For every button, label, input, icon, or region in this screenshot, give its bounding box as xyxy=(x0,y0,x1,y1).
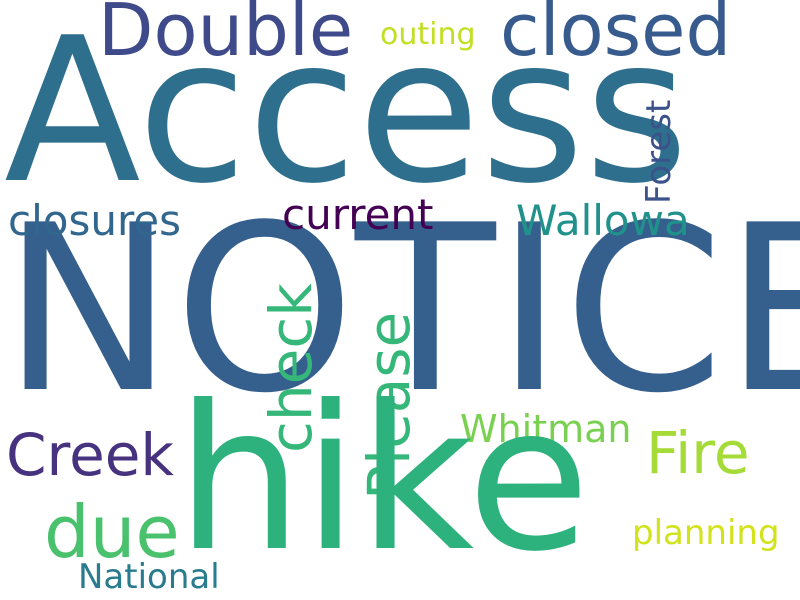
word-planning: planning xyxy=(632,513,780,553)
word-access: Access xyxy=(4,0,689,228)
word-hike: hike xyxy=(176,363,591,596)
word-outing: outing xyxy=(380,17,476,52)
word-national: National xyxy=(78,557,220,597)
word-due: due xyxy=(44,490,180,574)
word-closed: closed xyxy=(500,0,732,72)
word-whitman: Whitman xyxy=(460,407,632,451)
word-current: current xyxy=(282,190,434,239)
word-fire: Fire xyxy=(646,419,750,487)
word-closures: closures xyxy=(8,196,182,245)
word-notice: NOTICE xyxy=(2,177,800,444)
word-forest: Forest xyxy=(639,99,679,204)
word-double: Double xyxy=(98,0,354,72)
word-creek: Creek xyxy=(6,421,175,489)
word-wallowa: Wallowa xyxy=(516,196,690,245)
